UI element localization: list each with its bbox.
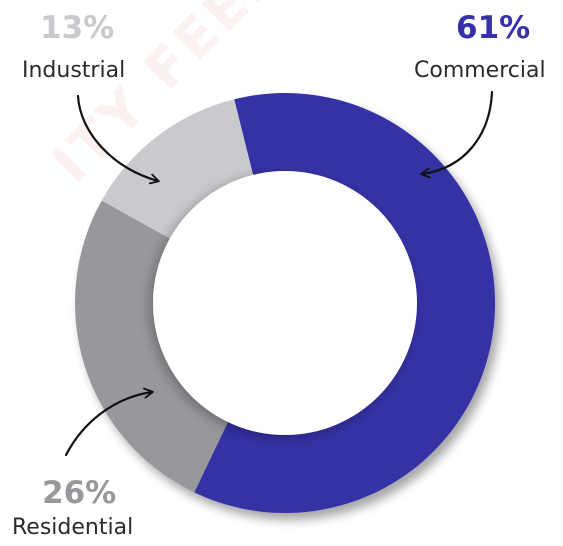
pct-label-commercial: 61%	[456, 10, 531, 46]
category-label-commercial: Commercial	[414, 58, 546, 83]
category-label-industrial: Industrial	[22, 58, 126, 83]
arrow-residential	[64, 387, 154, 457]
donut-hole	[153, 171, 417, 435]
pct-label-residential: 26%	[42, 475, 117, 511]
pct-label-industrial: 13%	[40, 10, 115, 46]
arrow-commercial	[420, 90, 494, 179]
category-label-residential: Residential	[12, 515, 134, 540]
arrow-industrial	[76, 94, 160, 185]
callout-arrows	[64, 90, 494, 457]
